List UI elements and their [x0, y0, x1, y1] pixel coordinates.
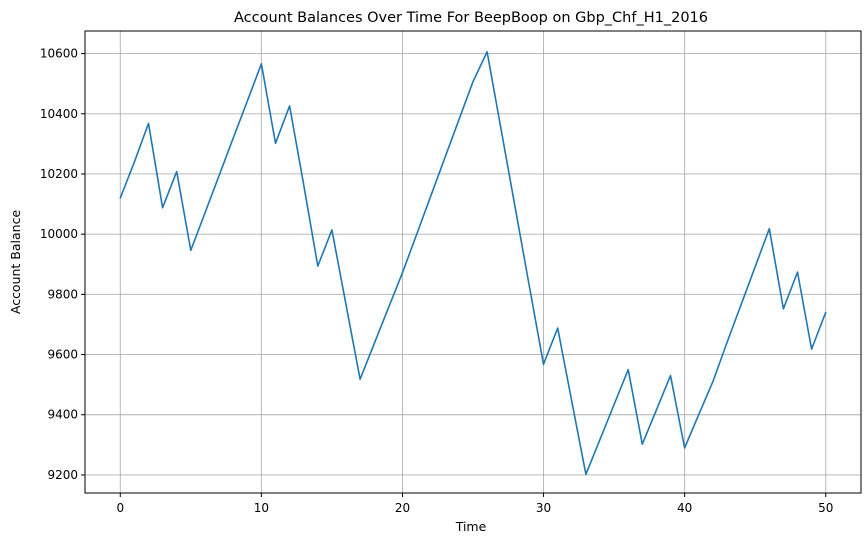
chart-title: Account Balances Over Time For BeepBoop …	[234, 10, 708, 26]
y-axis-label: Account Balance	[8, 210, 23, 315]
y-tick-label: 9400	[47, 408, 78, 422]
x-tick-label: 40	[677, 501, 692, 515]
y-tick-label: 10600	[40, 47, 78, 61]
y-tick-label: 9800	[47, 287, 78, 301]
x-tick-label: 10	[254, 501, 269, 515]
series-layer	[119, 50, 827, 476]
y-tick-label: 9200	[47, 468, 78, 482]
y-tick-label: 9600	[47, 348, 78, 362]
x-tick-label: 0	[116, 501, 124, 515]
x-tick-label: 30	[536, 501, 551, 515]
y-tick-label: 10200	[40, 167, 78, 181]
plot-frame	[84, 30, 862, 494]
grid-lines	[85, 31, 861, 493]
y-axis: 9200 9400 9600 9800 10000 10200 10400 10600	[40, 47, 85, 482]
y-tick-label: 10000	[40, 227, 78, 241]
x-tick-label: 50	[818, 501, 833, 515]
x-axis: 0 10 20 30 40 50	[116, 493, 833, 515]
balance-series-line	[119, 50, 827, 476]
x-tick-label: 20	[395, 501, 410, 515]
y-tick-label: 10400	[40, 107, 78, 121]
x-axis-label: Time	[455, 519, 487, 534]
